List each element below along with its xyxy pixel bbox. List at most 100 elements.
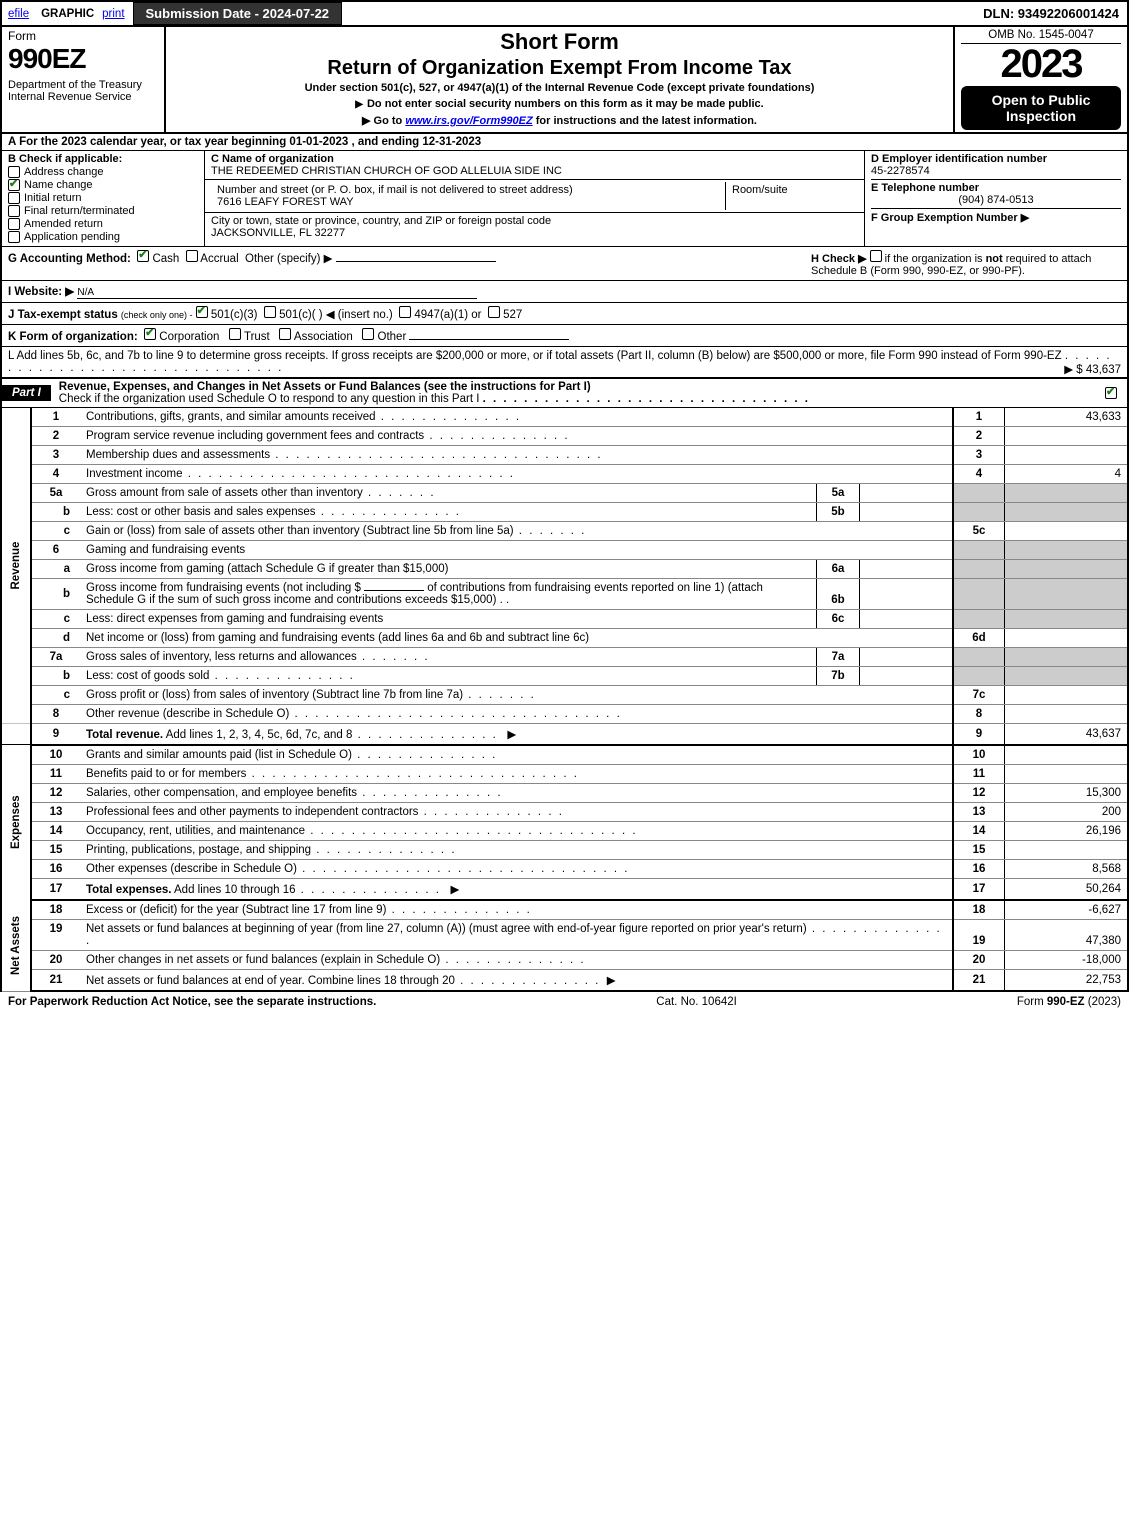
checkbox-icon[interactable] bbox=[144, 328, 156, 340]
line-num: b bbox=[31, 667, 80, 686]
chk-amended-return[interactable]: Amended return bbox=[8, 218, 198, 230]
line-box: 19 bbox=[953, 920, 1005, 951]
footer-right-pre: Form bbox=[1017, 996, 1047, 1008]
line-num: 17 bbox=[31, 879, 80, 901]
line-val: 50,264 bbox=[1005, 879, 1129, 901]
line-16: 16 Other expenses (describe in Schedule … bbox=[1, 860, 1128, 879]
line-num: 21 bbox=[31, 970, 80, 992]
checkbox-icon bbox=[8, 218, 20, 230]
line-desc: Investment income bbox=[86, 468, 183, 480]
checkbox-icon[interactable] bbox=[870, 250, 882, 262]
k-other-input[interactable] bbox=[409, 339, 569, 340]
dots-icon bbox=[352, 749, 497, 761]
chk-label: Address change bbox=[24, 166, 104, 178]
line-val: -6,627 bbox=[1005, 900, 1129, 920]
schedule-o-checkbox[interactable] bbox=[1105, 387, 1117, 399]
line-5a: 5a Gross amount from sale of assets othe… bbox=[1, 484, 1128, 503]
chk-final-return[interactable]: Final return/terminated bbox=[8, 205, 198, 217]
submission-date-button[interactable]: Submission Date - 2024-07-22 bbox=[133, 2, 343, 25]
line-desc: Gross sales of inventory, less returns a… bbox=[86, 651, 357, 663]
footer-left: For Paperwork Reduction Act Notice, see … bbox=[8, 996, 376, 1008]
part1-title: Revenue, Expenses, and Changes in Net As… bbox=[59, 381, 591, 393]
checkbox-icon[interactable] bbox=[196, 306, 208, 318]
line-box: 13 bbox=[953, 803, 1005, 822]
dots-icon bbox=[270, 449, 602, 461]
header-right: OMB No. 1545-0047 2023 Open to Public In… bbox=[955, 27, 1127, 132]
checkbox-icon[interactable] bbox=[399, 306, 411, 318]
checkbox-icon[interactable] bbox=[279, 328, 291, 340]
street-address: 7616 LEAFY FOREST WAY bbox=[217, 196, 719, 208]
h-label: H Check ▶ bbox=[811, 253, 867, 265]
line-desc: Gross income from gaming (attach Schedul… bbox=[86, 563, 448, 575]
dots-icon bbox=[246, 768, 578, 780]
line-val: 4 bbox=[1005, 465, 1129, 484]
line-val bbox=[1005, 686, 1129, 705]
dots-icon bbox=[183, 468, 515, 480]
dots-icon bbox=[376, 411, 521, 423]
j-501c: 501(c)( ) ◀ (insert no.) bbox=[279, 309, 393, 321]
irs-link[interactable]: www.irs.gov/Form990EZ bbox=[405, 115, 532, 127]
line-val-shade bbox=[1005, 541, 1129, 560]
checkbox-icon[interactable] bbox=[362, 328, 374, 340]
line-inbox-val bbox=[860, 560, 954, 579]
dln-label: DLN: 93492206001424 bbox=[975, 4, 1127, 23]
line-4: 4 Investment income 4 4 bbox=[1, 465, 1128, 484]
dots-icon bbox=[209, 670, 354, 682]
line-desc: Gross amount from sale of assets other t… bbox=[86, 487, 363, 499]
line-num: 11 bbox=[31, 765, 80, 784]
line-inbox-label: 6b bbox=[817, 579, 860, 610]
dots-icon bbox=[424, 430, 569, 442]
dots-icon bbox=[316, 506, 461, 518]
line-box: 8 bbox=[953, 705, 1005, 724]
line-box: 15 bbox=[953, 841, 1005, 860]
line-desc: Less: cost of goods sold bbox=[86, 670, 209, 682]
form-word: Form bbox=[8, 29, 158, 43]
chk-name-change[interactable]: Name change bbox=[8, 179, 198, 191]
line-val bbox=[1005, 427, 1129, 446]
line-desc: Benefits paid to or for members bbox=[86, 768, 246, 780]
info-grid: B Check if applicable: Address change Na… bbox=[0, 151, 1129, 247]
line-desc: Add lines 10 through 16 bbox=[174, 884, 295, 896]
checkbox-icon[interactable] bbox=[229, 328, 241, 340]
line-inbox-val bbox=[860, 484, 954, 503]
line-box: 7c bbox=[953, 686, 1005, 705]
blank-input[interactable] bbox=[364, 590, 424, 591]
section-i: I Website: ▶ N/A bbox=[0, 281, 1129, 303]
line-desc: Net income or (loss) from gaming and fun… bbox=[86, 632, 589, 644]
chk-application-pending[interactable]: Application pending bbox=[8, 231, 198, 243]
line-box-shade bbox=[953, 484, 1005, 503]
line-val: 15,300 bbox=[1005, 784, 1129, 803]
line-box: 12 bbox=[953, 784, 1005, 803]
print-link[interactable]: print bbox=[100, 6, 132, 22]
checkbox-icon[interactable] bbox=[186, 250, 198, 262]
k-assoc: Association bbox=[294, 331, 353, 343]
dots-icon bbox=[311, 844, 456, 856]
under-section: Under section 501(c), 527, or 4947(a)(1)… bbox=[172, 82, 947, 94]
line-6a: a Gross income from gaming (attach Sched… bbox=[1, 560, 1128, 579]
dots-icon bbox=[440, 954, 585, 966]
line-box: 11 bbox=[953, 765, 1005, 784]
chk-initial-return[interactable]: Initial return bbox=[8, 192, 198, 204]
line-num: d bbox=[31, 629, 80, 648]
chk-label: Initial return bbox=[24, 192, 81, 204]
efile-link[interactable]: efile bbox=[2, 6, 35, 22]
k-other: Other bbox=[378, 331, 407, 343]
section-c: C Name of organization THE REDEEMED CHRI… bbox=[205, 151, 865, 246]
k-corp: Corporation bbox=[159, 331, 219, 343]
chk-address-change[interactable]: Address change bbox=[8, 166, 198, 178]
line-desc: Net assets or fund balances at beginning… bbox=[86, 923, 807, 935]
page-footer: For Paperwork Reduction Act Notice, see … bbox=[0, 992, 1129, 1012]
form-number: 990EZ bbox=[8, 43, 158, 75]
checkbox-icon[interactable] bbox=[488, 306, 500, 318]
line-val bbox=[1005, 522, 1129, 541]
addr-label: Number and street (or P. O. box, if mail… bbox=[217, 184, 719, 196]
line-desc: Net assets or fund balances at end of ye… bbox=[86, 975, 455, 987]
l-text: L Add lines 5b, 6c, and 7b to line 9 to … bbox=[8, 350, 1062, 362]
checkbox-icon[interactable] bbox=[264, 306, 276, 318]
checkbox-icon[interactable] bbox=[137, 250, 149, 262]
line-num: a bbox=[31, 560, 80, 579]
line-7a: 7a Gross sales of inventory, less return… bbox=[1, 648, 1128, 667]
g-other-input[interactable] bbox=[336, 261, 496, 262]
line-box-shade bbox=[953, 541, 1005, 560]
line-desc: Program service revenue including govern… bbox=[86, 430, 424, 442]
